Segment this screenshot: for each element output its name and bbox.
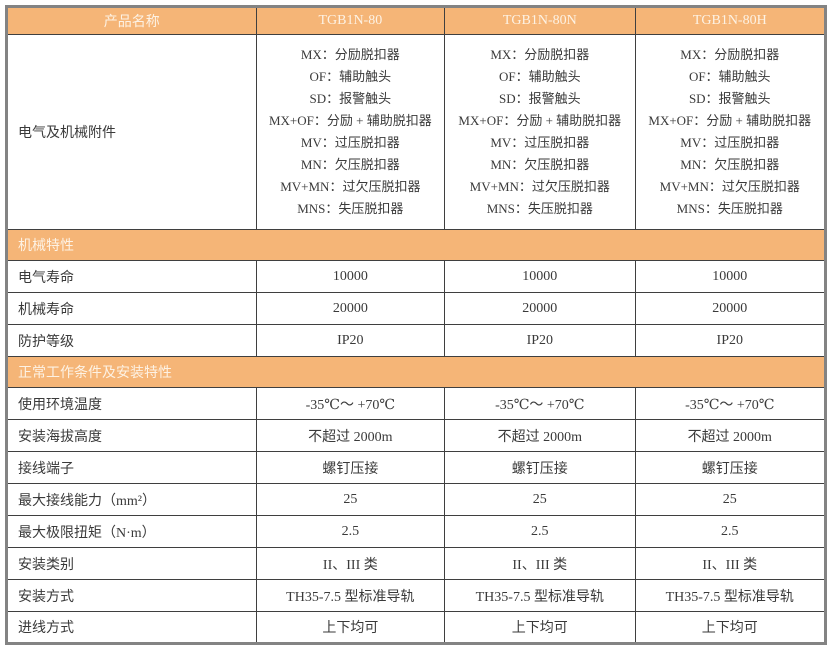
accessory-line: MX：分励脱扣器 <box>300 47 400 62</box>
accessory-line: SD：报警触头 <box>309 91 392 106</box>
cell-value: -35℃～ +70℃ <box>255 387 446 420</box>
accessories-cell-model-3: MX：分励脱扣器 OF：辅助触头 SD：报警触头 MX+OF：分励 + 辅助脱扣… <box>634 34 827 230</box>
cell-value: 25 <box>634 483 827 516</box>
column-header-model-tgb1n-80h: TGB1N-80H <box>634 6 827 35</box>
section-header-mechanical: 机械特性 <box>6 229 826 261</box>
table-row-incoming-line: 进线方式 上下均可 上下均可 上下均可 <box>6 611 827 644</box>
accessory-line: MV：过压脱扣器 <box>490 135 590 150</box>
cell-value: 上下均可 <box>255 611 446 644</box>
cell-value: 10000 <box>444 260 636 293</box>
cell-value: 10000 <box>634 260 827 293</box>
cell-value: 不超过 2000m <box>444 419 636 452</box>
row-label: 安装海拔高度 <box>6 419 257 452</box>
table-row-protection-rating: 防护等级 IP20 IP20 IP20 <box>6 324 827 357</box>
accessory-line: MV：过压脱扣器 <box>300 135 400 150</box>
accessory-line: MX：分励脱扣器 <box>680 47 780 62</box>
row-label: 最大接线能力（mm²） <box>6 483 257 516</box>
column-header-model-tgb1n-80: TGB1N-80 <box>255 6 446 35</box>
cell-value: IP20 <box>634 324 827 357</box>
cell-value: -35℃～ +70℃ <box>444 387 636 420</box>
accessories-row: 电气及机械附件 MX：分励脱扣器 OF：辅助触头 SD：报警触头 MX+OF：分… <box>6 34 827 230</box>
table-row-installation-category: 安装类别 II、III 类 II、III 类 II、III 类 <box>6 547 827 580</box>
accessories-cell-model-1: MX：分励脱扣器 OF：辅助触头 SD：报警触头 MX+OF：分励 + 辅助脱扣… <box>255 34 446 230</box>
accessory-line: MX+OF：分励 + 辅助脱扣器 <box>268 113 432 128</box>
cell-value: II、III 类 <box>255 547 446 580</box>
table-row-ambient-temperature: 使用环境温度 -35℃～ +70℃ -35℃～ +70℃ -35℃～ +70℃ <box>6 387 827 420</box>
table-row-max-torque: 最大极限扭矩（N·m） 2.5 2.5 2.5 <box>6 515 827 548</box>
cell-value: 上下均可 <box>634 611 827 644</box>
row-label: 进线方式 <box>6 611 257 644</box>
accessories-list: MX：分励脱扣器 OF：辅助触头 SD：报警触头 MX+OF：分励 + 辅助脱扣… <box>445 44 634 220</box>
accessory-line: MV：过压脱扣器 <box>680 135 780 150</box>
accessories-list: MX：分励脱扣器 OF：辅助触头 SD：报警触头 MX+OF：分励 + 辅助脱扣… <box>257 44 444 220</box>
accessory-line: MV+MN：过欠压脱扣器 <box>469 179 610 194</box>
accessory-line: OF：辅助触头 <box>498 69 581 84</box>
cell-value: 20000 <box>444 292 636 325</box>
cell-value: IP20 <box>444 324 636 357</box>
cell-value: 螺钉压接 <box>634 451 827 484</box>
accessories-cell-model-2: MX：分励脱扣器 OF：辅助触头 SD：报警触头 MX+OF：分励 + 辅助脱扣… <box>444 34 636 230</box>
accessory-line: MNS：失压脱扣器 <box>486 201 593 216</box>
accessory-line: MX：分励脱扣器 <box>490 47 590 62</box>
cell-value: II、III 类 <box>634 547 827 580</box>
row-label: 最大极限扭矩（N·m） <box>6 515 257 548</box>
product-spec-table: 产品名称 TGB1N-80 TGB1N-80N TGB1N-80H 电气及机械附… <box>5 5 827 645</box>
accessory-line: MNS：失压脱扣器 <box>297 201 404 216</box>
table-row-mounting-method: 安装方式 TH35-7.5 型标准导轨 TH35-7.5 型标准导轨 TH35-… <box>6 579 827 612</box>
cell-value: 螺钉压接 <box>444 451 636 484</box>
accessory-line: MV+MN：过欠压脱扣器 <box>659 179 800 194</box>
table-row-installation-altitude: 安装海拔高度 不超过 2000m 不超过 2000m 不超过 2000m <box>6 419 827 452</box>
section-header-working-conditions: 正常工作条件及安装特性 <box>6 356 826 388</box>
cell-value: 10000 <box>255 260 446 293</box>
accessories-list: MX：分励脱扣器 OF：辅助触头 SD：报警触头 MX+OF：分励 + 辅助脱扣… <box>636 44 824 220</box>
cell-value: 上下均可 <box>444 611 636 644</box>
accessory-line: MN：欠压脱扣器 <box>490 157 590 172</box>
column-header-model-tgb1n-80n: TGB1N-80N <box>444 6 636 35</box>
row-label-accessories: 电气及机械附件 <box>6 34 257 230</box>
cell-value: 不超过 2000m <box>255 419 446 452</box>
column-header-product-name: 产品名称 <box>6 6 257 35</box>
cell-value: TH35-7.5 型标准导轨 <box>634 579 827 612</box>
cell-value: TH35-7.5 型标准导轨 <box>444 579 636 612</box>
accessory-line: MN：欠压脱扣器 <box>680 157 780 172</box>
row-label: 电气寿命 <box>6 260 257 293</box>
cell-value: -35℃～ +70℃ <box>634 387 827 420</box>
row-label: 使用环境温度 <box>6 387 257 420</box>
section-title: 机械特性 <box>6 229 826 261</box>
row-label: 接线端子 <box>6 451 257 484</box>
table-header-row: 产品名称 TGB1N-80 TGB1N-80N TGB1N-80H <box>6 6 827 35</box>
accessory-line: MV+MN：过欠压脱扣器 <box>280 179 421 194</box>
cell-value: 25 <box>255 483 446 516</box>
cell-value: 25 <box>444 483 636 516</box>
accessory-line: SD：报警触头 <box>688 91 771 106</box>
cell-value: II、III 类 <box>444 547 636 580</box>
table-row-max-wiring-capacity: 最大接线能力（mm²） 25 25 25 <box>6 483 827 516</box>
cell-value: 2.5 <box>255 515 446 548</box>
cell-value: 20000 <box>634 292 827 325</box>
accessory-line: SD：报警触头 <box>498 91 581 106</box>
accessory-line: MX+OF：分励 + 辅助脱扣器 <box>648 113 812 128</box>
cell-value: 螺钉压接 <box>255 451 446 484</box>
table-row-electrical-life: 电气寿命 10000 10000 10000 <box>6 260 827 293</box>
cell-value: 2.5 <box>634 515 827 548</box>
section-title: 正常工作条件及安装特性 <box>6 356 826 388</box>
accessory-line: OF：辅助触头 <box>688 69 771 84</box>
cell-value: 20000 <box>255 292 446 325</box>
table-row-mechanical-life: 机械寿命 20000 20000 20000 <box>6 292 827 325</box>
row-label: 机械寿命 <box>6 292 257 325</box>
row-label: 安装类别 <box>6 547 257 580</box>
accessory-line: MNS：失压脱扣器 <box>676 201 783 216</box>
cell-value: TH35-7.5 型标准导轨 <box>255 579 446 612</box>
row-label: 安装方式 <box>6 579 257 612</box>
accessory-line: MX+OF：分励 + 辅助脱扣器 <box>458 113 622 128</box>
row-label: 防护等级 <box>6 324 257 357</box>
cell-value: IP20 <box>255 324 446 357</box>
accessory-line: OF：辅助触头 <box>309 69 392 84</box>
cell-value: 2.5 <box>444 515 636 548</box>
accessory-line: MN：欠压脱扣器 <box>300 157 400 172</box>
cell-value: 不超过 2000m <box>634 419 827 452</box>
table-row-wiring-terminal: 接线端子 螺钉压接 螺钉压接 螺钉压接 <box>6 451 827 484</box>
